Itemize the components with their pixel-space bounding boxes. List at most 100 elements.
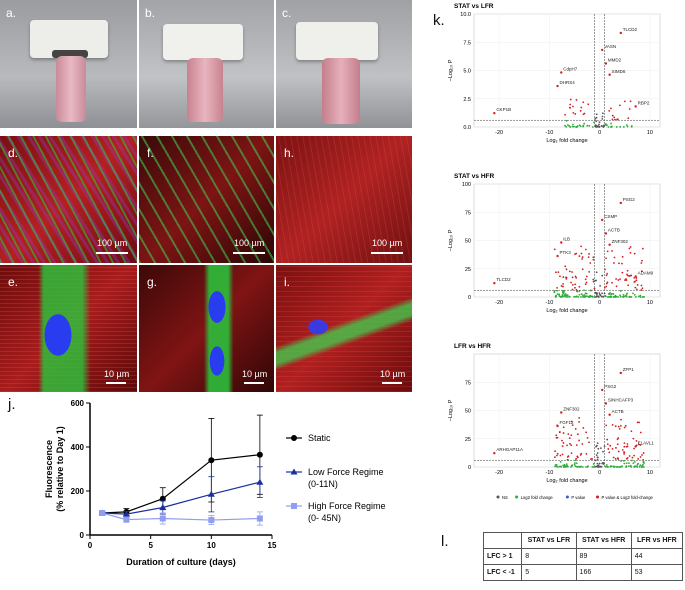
data-point <box>208 517 215 524</box>
legend-marker <box>515 495 519 499</box>
data-point <box>568 270 571 273</box>
data-point <box>597 125 600 127</box>
data-point <box>638 443 640 446</box>
data-point <box>596 456 599 459</box>
data-point <box>567 433 570 435</box>
data-point <box>592 280 595 283</box>
data-point <box>628 108 631 110</box>
data-point <box>619 290 622 292</box>
data-point <box>586 465 589 468</box>
micrograph-i <box>276 265 412 392</box>
data-point <box>558 465 561 468</box>
gene-label: ZNF302 <box>563 407 580 412</box>
data-point <box>567 455 570 458</box>
data-point <box>592 256 595 259</box>
data-point <box>564 124 566 127</box>
data-point <box>641 247 644 250</box>
data-point <box>587 256 590 258</box>
gene-label: PSG2 <box>604 384 617 389</box>
legend-marker <box>291 503 297 509</box>
highlight-point <box>608 243 611 246</box>
data-point <box>642 452 645 454</box>
scalebar-e <box>106 382 126 384</box>
data-point <box>615 446 617 449</box>
x-tick-label: -10 <box>545 300 553 306</box>
panel-label-e: e. <box>8 275 19 289</box>
data-point <box>562 426 565 429</box>
data-point <box>626 443 629 445</box>
data-point <box>611 281 613 284</box>
y-tick-label: 200 <box>71 487 85 496</box>
data-point <box>592 278 595 281</box>
highlight-point <box>619 31 622 35</box>
data-point <box>628 296 631 298</box>
data-point <box>573 463 576 466</box>
data-point <box>623 445 626 448</box>
data-point <box>585 281 588 284</box>
data-point <box>574 253 576 256</box>
data-point <box>620 418 622 421</box>
data-point <box>574 113 577 115</box>
data-point <box>564 265 567 268</box>
data-point <box>625 124 628 126</box>
data-point <box>578 255 581 257</box>
y-axis-label-line: Fluorescence <box>44 440 54 498</box>
data-point <box>565 277 568 280</box>
data-point <box>631 459 633 462</box>
data-point <box>587 103 590 106</box>
data-point <box>598 466 601 468</box>
table-header-cell: STAT vs LFR <box>521 532 577 549</box>
data-point <box>611 118 614 121</box>
y-tick-label: 0 <box>468 465 471 471</box>
data-point <box>122 510 130 517</box>
data-point <box>554 296 557 298</box>
data-point <box>570 452 573 455</box>
data-point <box>561 289 564 292</box>
data-point <box>565 119 568 122</box>
data-point <box>581 258 583 260</box>
data-point <box>580 452 583 455</box>
legend-label: P value & Log2 fold-change <box>602 495 654 500</box>
data-point <box>566 458 569 461</box>
data-point <box>603 445 606 448</box>
data-point <box>617 425 620 428</box>
data-point <box>557 271 560 274</box>
highlight-point <box>634 105 637 108</box>
table-header-cell: LFR vs HFR <box>630 532 684 549</box>
data-point <box>629 296 632 298</box>
scalebar-label-h: 100 µm <box>372 238 403 248</box>
table-cell: 89 <box>575 548 632 565</box>
data-point <box>629 251 632 254</box>
data-point <box>582 295 585 298</box>
data-point <box>606 438 609 441</box>
data-point <box>582 101 585 104</box>
data-point <box>640 262 643 264</box>
data-point <box>633 281 636 283</box>
x-tick-label: -10 <box>545 470 553 476</box>
data-point <box>616 118 618 121</box>
data-point <box>642 460 645 463</box>
data-point <box>636 284 639 286</box>
data-point <box>570 444 573 447</box>
table-row: LFC > 1 8 89 44 <box>482 548 684 565</box>
data-point <box>612 296 615 298</box>
data-point <box>619 295 622 298</box>
data-point <box>607 296 609 298</box>
data-point <box>602 450 604 453</box>
clamp <box>163 24 243 60</box>
data-point <box>562 276 565 278</box>
data-point <box>617 450 620 453</box>
data-point <box>577 456 579 459</box>
data-point <box>595 293 598 296</box>
data-point <box>621 262 623 265</box>
data-point <box>256 515 263 522</box>
data-point <box>571 288 574 291</box>
data-point <box>593 296 596 298</box>
data-point <box>622 460 625 462</box>
data-point <box>615 126 618 128</box>
data-point <box>595 120 598 123</box>
data-point <box>626 125 629 128</box>
data-point <box>596 292 598 294</box>
data-point <box>622 295 625 298</box>
data-point <box>561 453 564 456</box>
